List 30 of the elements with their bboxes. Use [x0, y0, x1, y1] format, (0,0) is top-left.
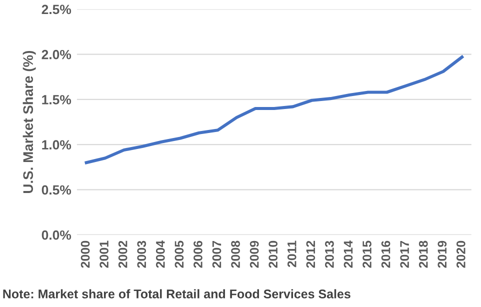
- x-tick-label: 2003: [137, 240, 146, 268]
- y-tick-label: 0.5%: [42, 185, 72, 195]
- y-tick-label: 1.0%: [42, 140, 72, 150]
- y-tick-label: 0.0%: [42, 230, 72, 240]
- y-tick-label: 2.0%: [42, 50, 72, 60]
- y-tick-label: 2.5%: [42, 4, 72, 14]
- x-tick-label: 2001: [100, 240, 108, 268]
- x-tick-label: 2020: [456, 240, 466, 268]
- x-tick-label: 2002: [118, 240, 128, 268]
- text: Note: Market share of Total Retail and Food Services Sales: [3, 289, 350, 298]
- x-tick-label: 2008: [231, 240, 240, 268]
- x-tick-label: 2015: [362, 240, 372, 268]
- x-tick-label: 2012: [306, 240, 316, 268]
- x-tick-label: 2000: [80, 240, 90, 268]
- x-tick-label: 2018: [418, 240, 428, 268]
- y-tick-label: 1.5%: [42, 95, 72, 104]
- x-tick-label: 2017: [400, 240, 409, 268]
- x-tick-label: 2014: [344, 240, 353, 268]
- x-tick-label: 2006: [194, 240, 202, 268]
- x-tick-label: 2009: [250, 240, 259, 268]
- line-series: [84, 56, 464, 164]
- x-tick-label: 2011: [287, 240, 296, 268]
- x-tick-label: 2007: [212, 240, 222, 268]
- x-tick-label: 2004: [156, 240, 165, 268]
- x-tick-label: 2010: [268, 240, 278, 268]
- y-axis-title: U.S. Market Share (%): [22, 50, 36, 193]
- x-tick-label: 2013: [325, 240, 334, 268]
- x-tick-label: 2016: [381, 240, 390, 268]
- x-tick-label: 2005: [174, 240, 184, 268]
- x-tick-label: 2019: [438, 240, 447, 268]
